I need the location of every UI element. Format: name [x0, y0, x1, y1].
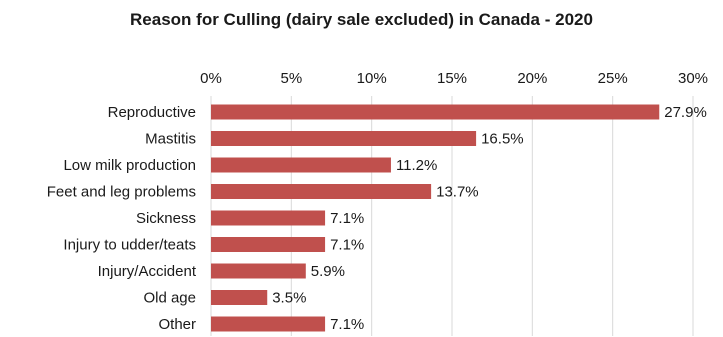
- bar: [211, 210, 326, 226]
- category-label: Reproductive: [108, 104, 196, 121]
- category-label: Old age: [143, 290, 196, 307]
- x-tick-label: 25%: [598, 70, 628, 87]
- category-labels: Reproductive Mastitis Low milk production F…: [47, 104, 197, 333]
- bars: [211, 104, 660, 332]
- category-label: Injury to udder/teats: [63, 237, 196, 254]
- bar: [211, 263, 306, 279]
- value-labels: 27.9% 16.5% 11.2% 13.7% 7.1% 7.1% 5.9% 3.5% 7.1%: [272, 104, 707, 333]
- value-label: 5.9%: [311, 263, 345, 280]
- bar: [211, 131, 477, 146]
- x-tick-label: 20%: [517, 70, 547, 87]
- category-label: Low milk production: [63, 157, 196, 174]
- bar: [211, 184, 432, 199]
- category-label: Injury/Accident: [98, 263, 197, 280]
- x-tick-label: 5%: [280, 70, 302, 87]
- value-label: 3.5%: [272, 290, 306, 307]
- category-label: Other: [158, 316, 196, 333]
- bar: [211, 104, 660, 120]
- value-label: 11.2%: [396, 157, 437, 174]
- category-label: Feet and leg problems: [47, 184, 196, 201]
- value-label: 13.7%: [436, 184, 479, 201]
- chart-title: Reason for Culling (dairy sale excluded)…: [130, 10, 593, 29]
- bar: [211, 290, 268, 305]
- category-label: Mastitis: [145, 131, 196, 148]
- x-axis-ticks: 0% 5% 10% 15% 20% 25% 30%: [200, 70, 708, 87]
- bar: [211, 157, 391, 173]
- x-tick-label: 0%: [200, 70, 222, 87]
- value-label: 7.1%: [330, 210, 364, 227]
- x-tick-label: 15%: [437, 70, 467, 87]
- bar: [211, 237, 326, 252]
- value-label: 27.9%: [664, 104, 707, 121]
- x-tick-label: 10%: [357, 70, 387, 87]
- x-tick-label: 30%: [678, 70, 708, 87]
- value-label: 16.5%: [481, 131, 524, 148]
- value-label: 7.1%: [330, 316, 364, 333]
- category-label: Sickness: [136, 210, 196, 227]
- value-label: 7.1%: [330, 237, 364, 254]
- bar: [211, 316, 326, 332]
